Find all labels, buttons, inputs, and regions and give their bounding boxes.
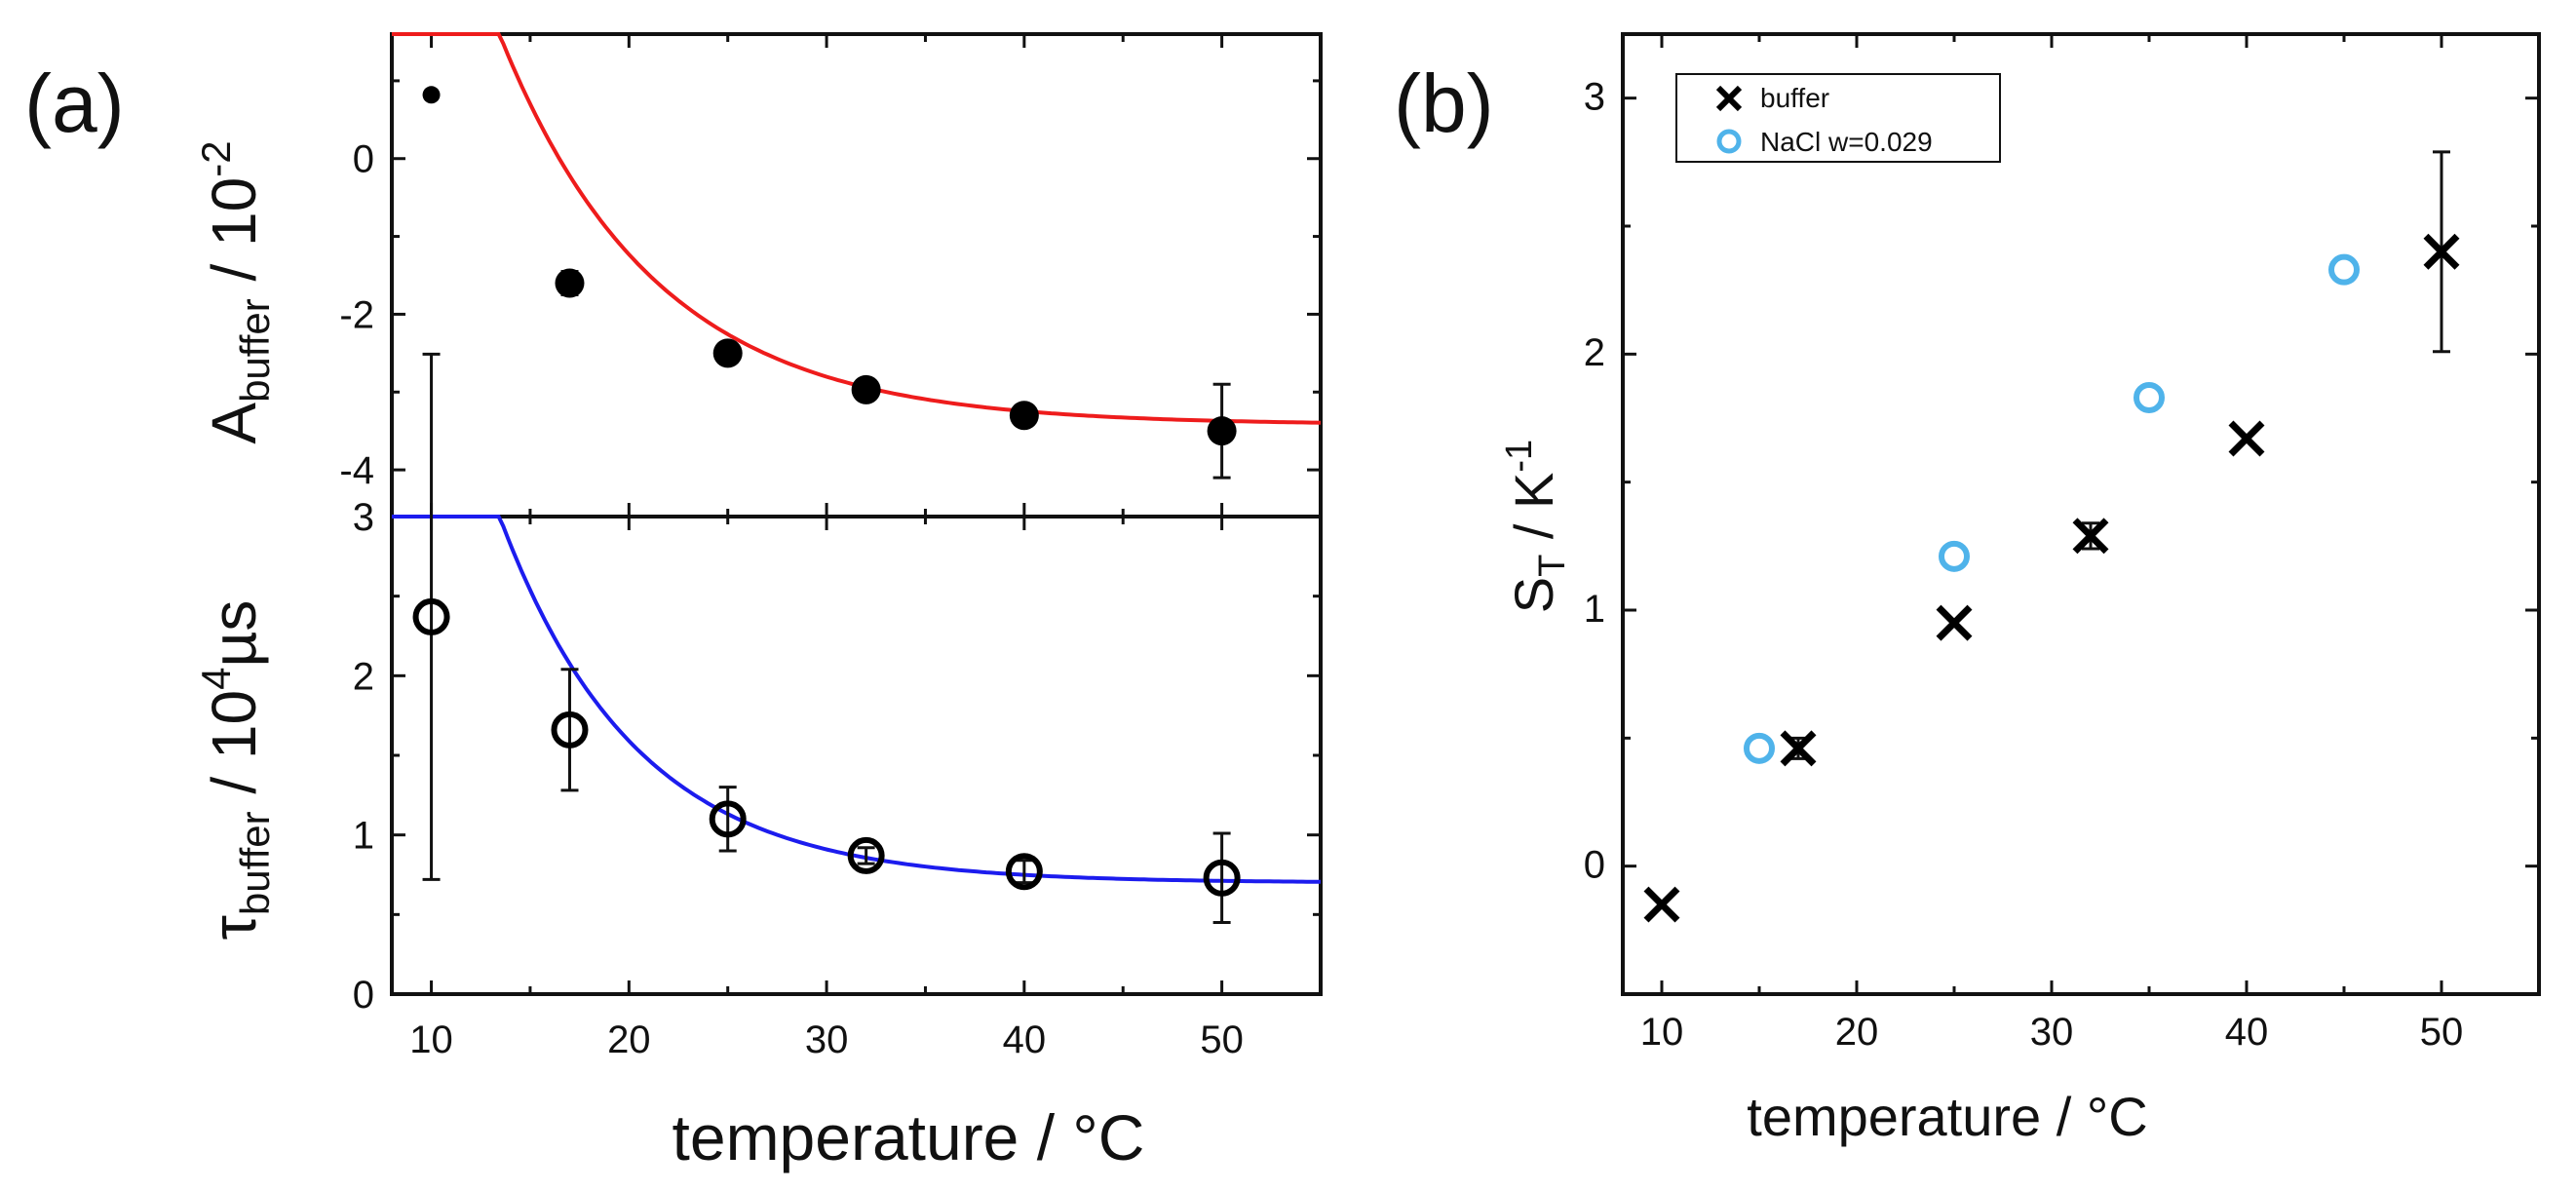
data-point: [1203, 859, 1241, 897]
data-point: [1939, 540, 1970, 572]
ylabel-a-bottom-sup: 4: [193, 668, 239, 690]
data-point: [2423, 233, 2460, 270]
data-point: [2072, 518, 2109, 555]
data-point: [422, 86, 441, 104]
legend-buffer-label: buffer: [1760, 83, 1829, 113]
ylabel-b-main: S: [1503, 577, 1564, 613]
y-tick-label: 3: [353, 496, 374, 539]
y-tick-label: 0: [353, 138, 374, 181]
ylabel-b-sub: T: [1532, 555, 1573, 577]
data-point: [555, 268, 585, 298]
data-point: [2328, 253, 2360, 286]
ylabel-a-bottom: τbuffer / 104µs: [193, 600, 278, 941]
plot-frame: [1621, 32, 2541, 996]
xlabel-a: temperature / °C: [673, 1101, 1145, 1173]
ylabel-a-bottom-rest: / 10: [199, 690, 269, 812]
x-tick-label: 50: [2420, 1011, 2464, 1054]
x-tick-label: 10: [409, 1018, 453, 1061]
data-point: [412, 597, 450, 635]
x-stroke: [2423, 233, 2460, 270]
x-tick-label: 30: [805, 1018, 849, 1061]
data-point: [1744, 732, 1775, 764]
ylabel-a-bottom-sub: buffer: [232, 811, 278, 915]
panel-label-a: (a): [24, 58, 125, 149]
ylabel-a-top-main: A: [199, 403, 269, 444]
legend-nacl-marker: [1716, 129, 1742, 154]
ylabel-b-rest: / K: [1503, 473, 1564, 555]
x-stroke: [2072, 518, 2109, 555]
data-point: [551, 711, 589, 749]
panel-label-b: (b): [1394, 58, 1494, 149]
chart-b: 10 20 30 40 50 0 1 2 3: [1584, 32, 2541, 1054]
y-tick-label: 1: [353, 815, 374, 858]
ylabel-b-sup: -1: [1499, 440, 1540, 473]
xlabel-b: temperature / °C: [1747, 1086, 2147, 1147]
x-tick-label: 40: [2225, 1011, 2269, 1054]
ylabel-a-top-rest: / 10: [199, 177, 269, 299]
fit-curve: [392, 515, 1322, 884]
y-tick-label: 1: [1584, 588, 1605, 631]
y-tick-label: -2: [339, 293, 374, 336]
y-tick-label: 2: [353, 655, 374, 698]
data-point: [1780, 730, 1817, 767]
ylabel-a-top-sub: buffer: [232, 298, 278, 403]
legend-buffer-marker: [1715, 85, 1743, 112]
y-tick-label: 0: [1584, 844, 1605, 887]
ylabel-b: ST / K-1: [1499, 440, 1573, 613]
legend-b: buffer NaCl w=0.029: [1675, 73, 2001, 163]
x-stroke: [2228, 420, 2265, 457]
x-tick-label: 30: [2030, 1011, 2074, 1054]
y-tick-label: -4: [339, 449, 374, 492]
x-tick-label: 40: [1003, 1018, 1047, 1061]
data-point: [1643, 886, 1680, 923]
legend-frame: [1675, 73, 2001, 163]
x-tick-label: 20: [607, 1018, 651, 1061]
data-point: [847, 836, 885, 874]
data-point: [1207, 416, 1237, 446]
data-point: [709, 800, 747, 838]
data-point: [1009, 401, 1039, 431]
x-stroke: [1643, 886, 1680, 923]
ylabel-a-top-sup: -2: [193, 140, 239, 176]
x-tick-label: 50: [1200, 1018, 1244, 1061]
ylabel-a-bottom-unit: µs: [199, 600, 269, 668]
x-stroke: [1936, 604, 1973, 641]
y-tick-label: 0: [353, 974, 374, 1017]
data-point: [1005, 853, 1043, 891]
x-tick-label: 10: [1640, 1011, 1684, 1054]
ylabel-a-bottom-main: τ: [199, 915, 269, 940]
data-point: [851, 374, 881, 404]
legend-nacl-label: NaCl w=0.029: [1760, 127, 1933, 157]
ylabel-a-top: Abuffer / 10-2: [193, 140, 278, 443]
data-point: [2134, 381, 2165, 413]
x-tick-label: 20: [1835, 1011, 1879, 1054]
x-stroke: [1780, 730, 1817, 767]
data-point: [1936, 604, 1973, 641]
y-tick-label: 2: [1584, 331, 1605, 374]
data-point: [712, 338, 743, 368]
chart-a-bottom: 10 20 30 40 50 0 1 2 3: [353, 352, 1323, 1061]
data-point: [2228, 420, 2265, 457]
x-stroke: [1715, 85, 1743, 112]
y-tick-label: 3: [1584, 76, 1605, 119]
